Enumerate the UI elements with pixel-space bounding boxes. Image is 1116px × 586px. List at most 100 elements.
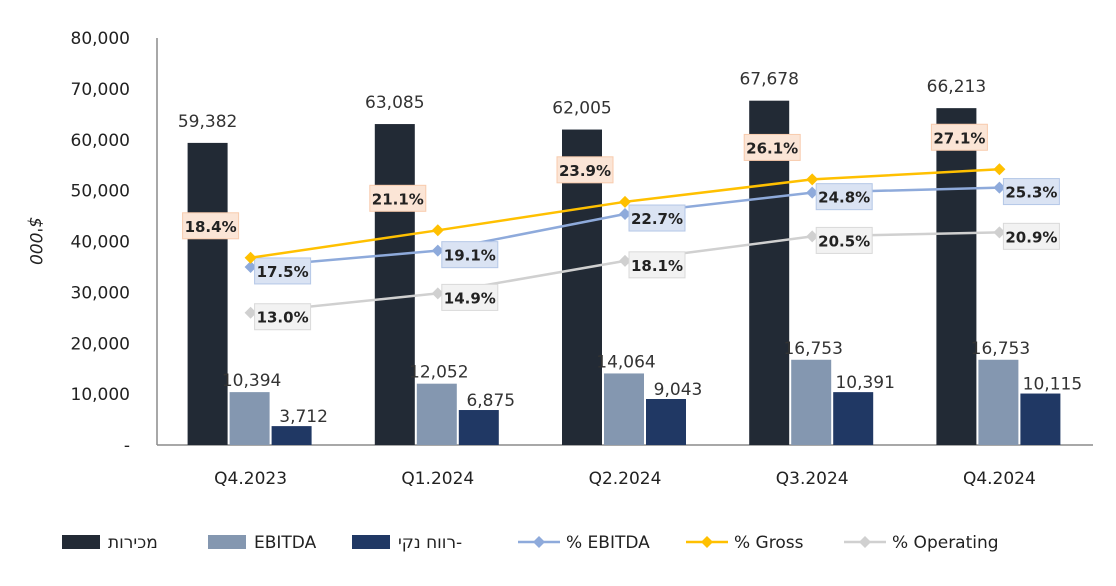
line-marker [806, 230, 819, 243]
bar-data-label: 12,052 [409, 363, 468, 383]
bar-2 [604, 373, 644, 445]
line-data-label: 21.1% [369, 184, 427, 212]
legend-item: % Operating [844, 533, 999, 553]
line-data-label: 27.1% [930, 123, 988, 151]
line-label-text: 24.8% [818, 189, 870, 207]
line-label-box [254, 257, 312, 285]
line-data-label: 14.9% [441, 283, 499, 311]
bar-data-label: 66,213 [927, 77, 986, 97]
line-marker [431, 224, 444, 237]
line-label-box [743, 133, 801, 161]
bar-3 [833, 392, 874, 445]
line-marker [619, 195, 631, 208]
legend-label: % Gross [734, 533, 804, 553]
y-tick-label: 70,000 [71, 80, 130, 100]
legend-item: EBITDA [208, 533, 317, 553]
line-data-label: 20.9% [1002, 222, 1060, 250]
line-label-box [1002, 178, 1060, 206]
x-tick-label: Q2.2024 [589, 469, 662, 489]
legend-swatch [62, 535, 100, 549]
line-series [250, 231, 1000, 314]
y-tick-label: - [124, 436, 130, 456]
bar-3 [646, 398, 686, 445]
bar-3 [1020, 393, 1061, 445]
line-marker [431, 244, 444, 257]
line-marker [619, 208, 631, 221]
bar-3 [458, 410, 499, 445]
line-data-label: 25.3% [1002, 178, 1060, 206]
legend-swatch [352, 535, 390, 549]
bar-data-label: 62,005 [552, 99, 611, 119]
y-tick-label: 10,000 [71, 385, 130, 405]
y-tick-label: 50,000 [71, 182, 130, 202]
line-label-text: 26.1% [746, 139, 798, 157]
legend-item: מכירות [62, 533, 158, 553]
y-tick-label: 60,000 [71, 131, 130, 151]
line-marker [993, 181, 1006, 194]
line-label-box [815, 183, 873, 211]
line-marker [244, 306, 257, 319]
line-marker [619, 254, 631, 267]
y-tick-label: 80,000 [71, 29, 130, 49]
bar-1 [936, 108, 977, 446]
bar-2 [416, 383, 457, 445]
line-label-box [441, 283, 499, 311]
line-label-box [1002, 222, 1060, 250]
bar-2 [229, 392, 270, 445]
line-label-box [815, 226, 873, 254]
line-label-box [556, 156, 614, 184]
bar-data-label: 10,394 [222, 371, 281, 391]
x-tick-label: Q4.2023 [214, 469, 287, 489]
line-label-text: 13.0% [257, 309, 309, 327]
line-label-box [441, 241, 499, 269]
bar-data-label: 10,115 [1023, 375, 1082, 395]
legend-item: % EBITDA [518, 533, 650, 553]
bar-2 [791, 359, 832, 445]
legend-marker [701, 536, 713, 548]
legend-item: % Gross [686, 533, 804, 553]
bar-data-label: 10,391 [835, 373, 894, 393]
bar-data-label: 16,753 [783, 339, 842, 359]
line-data-label: 23.9% [556, 156, 614, 184]
line-marker [244, 251, 257, 264]
y-tick-label: 20,000 [71, 334, 130, 354]
line-label-text: 21.1% [372, 190, 424, 208]
line-data-label: 26.1% [743, 133, 801, 161]
line-label-text: 17.5% [257, 263, 309, 281]
line-label-text: 22.7% [631, 210, 683, 228]
line-data-label: 17.5% [254, 257, 312, 285]
legend-marker [533, 536, 545, 548]
line-data-label: 22.7% [628, 204, 686, 232]
line-data-label: 13.0% [254, 303, 312, 331]
legend-label: EBITDA [254, 533, 317, 553]
line-data-label: 19.1% [441, 241, 499, 269]
line-label-box [628, 204, 686, 232]
line-label-box [182, 212, 240, 240]
line-marker [993, 163, 1006, 176]
legend-label: מכירות [108, 533, 158, 553]
line-marker [806, 173, 819, 186]
y-tick-label: 40,000 [71, 233, 130, 253]
bar-data-label: 14,064 [596, 352, 655, 372]
bar-data-label: 3,712 [279, 407, 328, 427]
x-tick-label: Q4.2024 [963, 469, 1036, 489]
plot-area: 80,000 70,000 60,000 50,000 40,000 30,000 20,0… [71, 29, 1093, 489]
line-label-text: 14.9% [444, 289, 496, 307]
line-label-text: 25.3% [1005, 184, 1057, 202]
legend-label: % Operating [892, 533, 999, 553]
bar-data-label: 67,678 [739, 70, 798, 90]
line-label-text: 20.5% [818, 232, 870, 250]
line-data-label: 20.5% [815, 226, 873, 254]
line-label-text: 18.1% [631, 257, 683, 275]
bar-data-label: 63,085 [365, 93, 424, 113]
line-label-box [254, 303, 312, 331]
legend-swatch [208, 535, 246, 549]
legend-item: רווח נקי- [352, 533, 462, 553]
bar-data-label: 6,875 [466, 391, 515, 411]
line-label-text: 19.1% [444, 247, 496, 265]
line-marker [993, 226, 1006, 239]
bar-data-label: 59,382 [178, 112, 237, 132]
bar-data-label: 16,753 [971, 339, 1030, 359]
legend-label: רווח נקי- [398, 533, 462, 553]
